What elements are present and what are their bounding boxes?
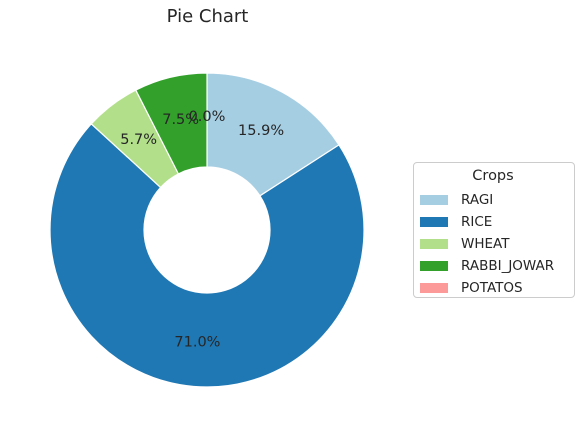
- legend-swatch-rabbi-jowar: [420, 261, 448, 271]
- legend-entry-potatos: POTATOS: [420, 277, 566, 299]
- pie-slices: [49, 72, 365, 388]
- legend-label-ragi: RAGI: [461, 192, 494, 208]
- legend-swatch-ragi: [420, 195, 448, 205]
- legend-swatch-potatos: [420, 283, 448, 293]
- legend-swatch-wheat: [420, 239, 448, 249]
- legend-label-rice: RICE: [461, 214, 493, 230]
- legend-label-rabbi-jowar: RABBI_JOWAR: [461, 258, 555, 274]
- pie-slice-rabbi-jowar: [134, 72, 208, 175]
- legend-swatch-rice: [420, 217, 448, 227]
- pie-slice-rice: [49, 123, 365, 388]
- legend-entries: RAGI RICE WHEAT RABBI_JOWAR POTATOS: [420, 189, 566, 299]
- pie-chart: 15.9% 71.0% 5.7% 7.5%0.0%: [49, 72, 365, 388]
- pct-label-wheat: 5.7%: [120, 132, 157, 148]
- legend-entry-rabbi-jowar: RABBI_JOWAR: [420, 255, 566, 277]
- pct-label-potatos: 0.0%: [189, 109, 226, 125]
- legend-label-potatos: POTATOS: [461, 280, 523, 296]
- chart-title: Pie Chart: [166, 6, 249, 27]
- legend-entry-wheat: WHEAT: [420, 233, 566, 255]
- legend-title: Crops: [472, 168, 514, 184]
- legend: Crops RAGI RICE WHEAT RABBI_JOWAR POTATOS: [413, 162, 575, 298]
- pie-percent-labels: 15.9% 71.0% 5.7% 7.5%0.0%: [120, 109, 284, 351]
- pie-slice-ragi: [206, 72, 340, 197]
- legend-entry-ragi: RAGI: [420, 189, 566, 211]
- pct-label-ragi: 15.9%: [238, 123, 284, 139]
- pct-label-rice: 71.0%: [174, 335, 220, 351]
- legend-label-wheat: WHEAT: [461, 236, 510, 252]
- legend-entry-rice: RICE: [420, 211, 566, 233]
- pct-label-rabbi-jowar: 7.5%: [162, 112, 199, 128]
